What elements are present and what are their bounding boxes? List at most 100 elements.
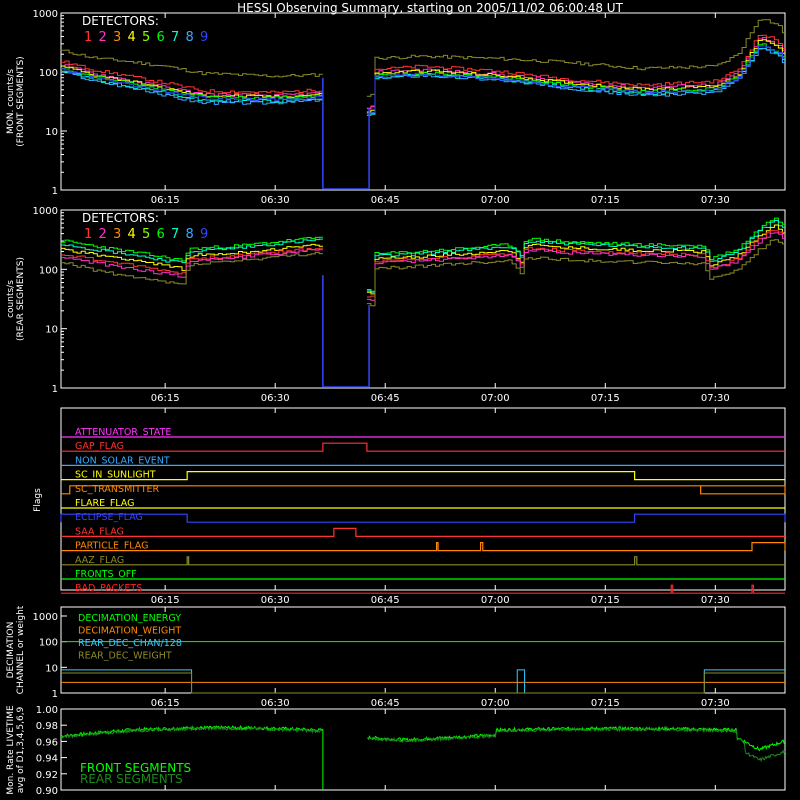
y-axis-label: avg of D1,3,4,5,6,9 bbox=[16, 706, 26, 793]
y-tick-label: 1 bbox=[52, 384, 58, 395]
flag-trace bbox=[61, 442, 785, 452]
plot-frame bbox=[60, 209, 786, 389]
y-axis-label: (FRONT SEGMENTS) bbox=[16, 56, 26, 146]
y-tick-label: 0.96 bbox=[36, 737, 58, 748]
detector-number: 6 bbox=[157, 227, 165, 242]
flag-label: ECLIPSE_FLAG bbox=[75, 512, 143, 523]
detector-number: 9 bbox=[200, 227, 208, 242]
detectors-label: DETECTORS: bbox=[82, 14, 159, 28]
x-tick-label: 07:00 bbox=[481, 698, 510, 709]
y-tick-label: 100 bbox=[39, 638, 58, 649]
detector-number: 1 bbox=[84, 30, 92, 45]
flag-trace bbox=[61, 556, 785, 566]
detectors-label: DETECTORS: bbox=[82, 211, 159, 225]
y-tick-label: 1000 bbox=[33, 612, 58, 623]
x-tick-label: 06:30 bbox=[261, 393, 290, 404]
y-tick-label: 1 bbox=[52, 689, 58, 700]
x-tick-label: 06:15 bbox=[151, 698, 180, 709]
detector-number: 2 bbox=[99, 30, 107, 45]
flag-trace bbox=[61, 527, 785, 537]
detector-number: 3 bbox=[113, 227, 121, 242]
series-line bbox=[61, 67, 323, 102]
flag-trace bbox=[61, 542, 786, 552]
x-tick-label: 07:30 bbox=[701, 393, 730, 404]
x-tick-label: 07:00 bbox=[481, 195, 510, 206]
figure-title: HESSI Observing Summary, starting on 200… bbox=[237, 1, 623, 15]
series-line bbox=[366, 45, 785, 115]
livetime-panel: 0.90 0.92 0.94 0.96 0.98 1.00 FRONT SEGMENTSRE… bbox=[6, 705, 786, 797]
y-tick-label: 10 bbox=[45, 325, 58, 336]
flag-label: SC_TRANSMITTER bbox=[75, 484, 160, 495]
decimation-legend-entry: REAR_DEC_CHAN/128 bbox=[78, 638, 182, 649]
x-tick-label: 06:30 bbox=[261, 195, 290, 206]
y-tick-label: 100 bbox=[39, 265, 58, 276]
rear-dec-weight-line bbox=[61, 672, 785, 694]
series-line bbox=[61, 251, 323, 285]
y-tick-label: 0.94 bbox=[36, 754, 58, 765]
flag-label: BAD_PACKETS bbox=[75, 583, 142, 594]
y-axis-label: Flags bbox=[33, 488, 43, 512]
flag-label: SAA_FLAG bbox=[75, 526, 124, 537]
data-gap-marker bbox=[322, 275, 370, 388]
detector-number: 8 bbox=[186, 30, 194, 45]
detector-number: 6 bbox=[157, 30, 165, 45]
series-line bbox=[61, 247, 323, 275]
flags-panel: 06:15 06:30 06:45 07:00 07:15 07:30 ATTENUATOR… bbox=[33, 407, 786, 606]
x-tick-label: 06:45 bbox=[371, 195, 400, 206]
y-axis-label: Mon. Rate LIVETIME bbox=[6, 705, 16, 795]
series-line bbox=[61, 243, 323, 272]
flag-label: ATTENUATOR_STATE bbox=[75, 427, 171, 438]
y-tick-label: 1000 bbox=[33, 9, 58, 20]
detector-number: 5 bbox=[142, 227, 150, 242]
detector-number: 4 bbox=[128, 30, 136, 45]
flag-label: AAZ_FLAG bbox=[75, 555, 124, 566]
x-tick-label: 06:30 bbox=[261, 595, 290, 606]
series-line bbox=[366, 220, 785, 293]
y-tick-label: 10 bbox=[45, 127, 58, 138]
x-tick-label: 06:45 bbox=[371, 393, 400, 404]
decimation-legend-entry: REAR_DEC_WEIGHT bbox=[78, 651, 172, 662]
plot-frame bbox=[60, 708, 786, 791]
detector-number: 3 bbox=[113, 30, 121, 45]
x-tick-label: 07:00 bbox=[481, 393, 510, 404]
x-tick-label: 07:00 bbox=[481, 595, 510, 606]
detector-number: 7 bbox=[171, 227, 179, 242]
series-line bbox=[61, 238, 323, 264]
detector-number: 8 bbox=[186, 227, 194, 242]
x-tick-label: 07:15 bbox=[591, 393, 620, 404]
livetime-line bbox=[367, 725, 786, 752]
detector-number: 2 bbox=[99, 227, 107, 242]
series-line bbox=[366, 239, 785, 307]
series-line bbox=[366, 232, 785, 301]
x-tick-label: 07:15 bbox=[591, 595, 620, 606]
y-axis-label: counts/s bbox=[6, 280, 16, 318]
x-tick-label: 07:30 bbox=[701, 595, 730, 606]
x-tick-label: 07:15 bbox=[591, 698, 620, 709]
decimation-panel: 1 10 100 1000 06:15 06:30 06:45 07:00 07:15 07:30… bbox=[6, 605, 786, 709]
flag-trace bbox=[60, 513, 786, 523]
flag-trace bbox=[61, 485, 786, 495]
flag-trace bbox=[61, 584, 785, 594]
series-line bbox=[366, 224, 785, 295]
livetime-line bbox=[367, 725, 786, 763]
y-axis-label: DECIMATION bbox=[6, 622, 16, 679]
y-tick-label: 1000 bbox=[33, 206, 58, 217]
y-tick-label: 0.90 bbox=[36, 786, 58, 797]
livetime-legend-entry: REAR SEGMENTS bbox=[80, 772, 183, 786]
livetime-line bbox=[60, 724, 323, 739]
detector-number: 5 bbox=[142, 30, 150, 45]
plot-frame bbox=[60, 12, 786, 191]
detector-number: 9 bbox=[200, 30, 208, 45]
y-axis-label: MON. counts/s bbox=[6, 69, 16, 134]
data-gap-marker bbox=[322, 77, 370, 190]
series-line bbox=[61, 70, 323, 105]
series-line bbox=[366, 230, 785, 298]
x-tick-label: 06:15 bbox=[151, 393, 180, 404]
flag-label: FRONTS_OFF bbox=[75, 569, 137, 580]
detector-number: 7 bbox=[171, 30, 179, 45]
y-tick-label: 10 bbox=[45, 663, 58, 674]
y-tick-label: 1 bbox=[52, 186, 58, 197]
x-tick-label: 06:15 bbox=[151, 195, 180, 206]
decimation-legend-entry: DECIMATION_WEIGHT bbox=[78, 626, 181, 637]
